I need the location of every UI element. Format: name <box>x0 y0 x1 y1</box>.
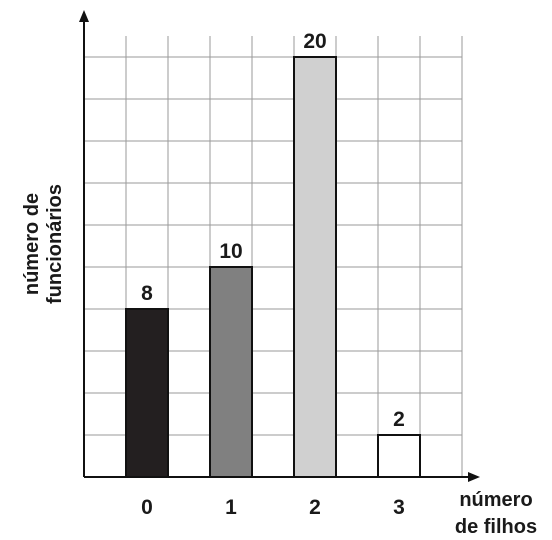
y-axis-label-line-2: funcionários <box>44 184 66 304</box>
bar-1 <box>209 266 253 478</box>
y-axis-label-line-1: número de <box>21 193 43 295</box>
x-axis-arrow <box>468 472 480 482</box>
bar-2 <box>293 56 337 478</box>
bar-value-label: 10 <box>219 240 242 263</box>
bar-value-label: 8 <box>141 282 153 305</box>
x-tick-labels: 0 1 2 3 <box>141 496 405 519</box>
x-tick-label: 2 <box>309 496 321 519</box>
bar-value-label: 2 <box>393 408 405 431</box>
value-labels: 8 10 20 2 <box>141 30 405 431</box>
axes <box>79 10 480 482</box>
bars <box>125 56 421 478</box>
x-axis-label-line-2: de filhos <box>455 516 537 538</box>
x-tick-label: 1 <box>225 496 237 519</box>
x-tick-label: 3 <box>393 496 405 519</box>
x-axis-label-line-1: número <box>459 489 532 511</box>
y-axis-arrow <box>79 10 89 22</box>
bar-0 <box>125 308 169 478</box>
x-tick-label: 0 <box>141 496 153 519</box>
bar-value-label: 20 <box>303 30 326 53</box>
bar-3 <box>377 434 421 478</box>
